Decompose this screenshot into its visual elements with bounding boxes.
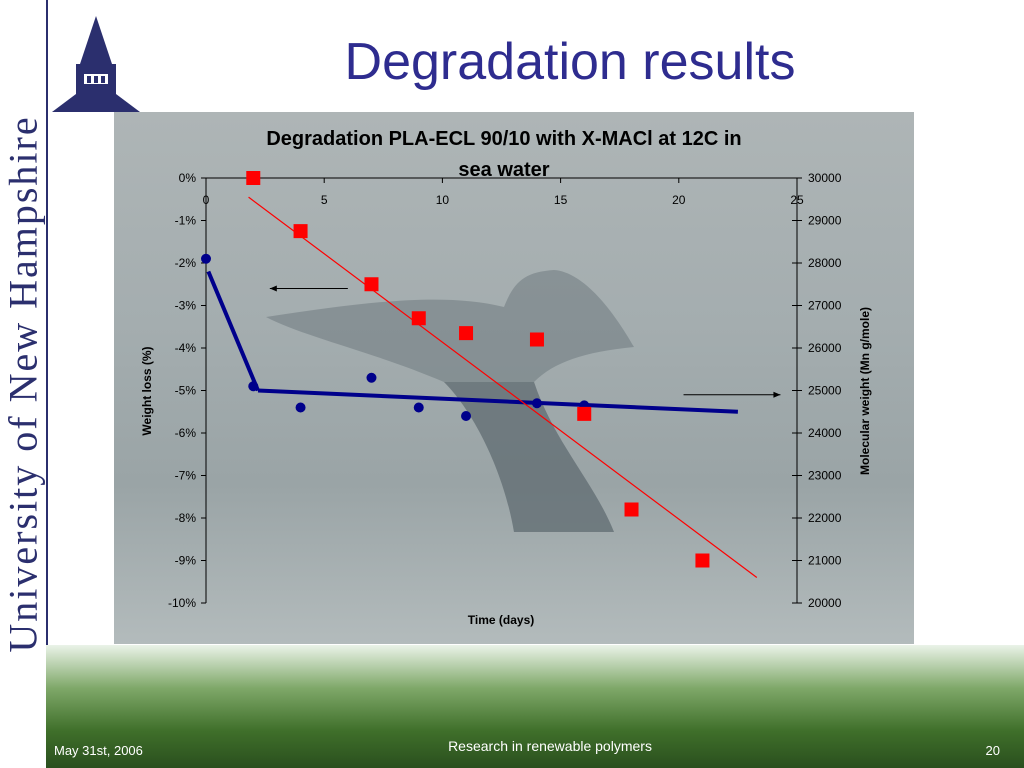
molecular-weight-point bbox=[293, 224, 308, 239]
chart-title-line-2: sea water bbox=[458, 159, 549, 181]
y-left-tick-label: -5% bbox=[175, 384, 197, 398]
axis-arrowhead bbox=[269, 285, 277, 292]
y-right-tick-label: 22000 bbox=[808, 511, 842, 525]
university-wordmark: University of New Hampshire bbox=[0, 115, 46, 653]
trendline bbox=[206, 270, 260, 392]
university-wordmark-band: University of New Hampshire bbox=[0, 0, 48, 768]
y-left-tick-label: -2% bbox=[175, 256, 197, 270]
weight-loss-point bbox=[461, 411, 472, 421]
y-axis-right-label: Molecular weight (Mn g/mole) bbox=[858, 307, 872, 475]
slide-number: 20 bbox=[985, 743, 1000, 758]
weight-loss-point bbox=[531, 398, 542, 409]
y-left-tick-label: -10% bbox=[168, 596, 196, 610]
molecular-weight-point bbox=[529, 332, 544, 347]
weight-loss-point bbox=[413, 402, 424, 413]
weight-loss-point bbox=[248, 381, 259, 392]
y-right-tick-label: 28000 bbox=[808, 256, 842, 270]
y-right-tick-label: 29000 bbox=[808, 214, 842, 228]
y-right-tick-label: 27000 bbox=[808, 299, 842, 313]
y-right-tick-label: 30000 bbox=[808, 171, 842, 185]
y-left-tick-label: -9% bbox=[175, 554, 197, 568]
y-left-tick-label: -3% bbox=[175, 299, 197, 313]
y-right-tick-label: 26000 bbox=[808, 341, 842, 355]
chart-title-line-1: Degradation PLA-ECL 90/10 with X-MACl at… bbox=[266, 128, 741, 150]
axis-arrowhead bbox=[773, 391, 781, 398]
footer-grass-strip bbox=[46, 645, 1024, 768]
y-right-tick-label: 23000 bbox=[808, 469, 842, 483]
y-left-tick-label: 0% bbox=[179, 171, 197, 185]
y-left-tick-label: -4% bbox=[175, 341, 197, 355]
molecular-weight-point bbox=[364, 277, 379, 292]
molecular-weight-point bbox=[624, 502, 639, 517]
molecular-weight-point bbox=[459, 326, 474, 341]
university-tower-logo bbox=[52, 16, 140, 112]
trendline bbox=[257, 388, 738, 414]
y-right-tick-label: 25000 bbox=[808, 384, 842, 398]
footer-date: May 31st, 2006 bbox=[54, 743, 143, 758]
x-tick-label: 5 bbox=[321, 193, 328, 207]
trendline bbox=[248, 196, 758, 578]
x-tick-label: 0 bbox=[203, 193, 210, 207]
y-left-tick-label: -6% bbox=[175, 426, 197, 440]
molecular-weight-point bbox=[246, 171, 261, 185]
weight-loss-point bbox=[366, 372, 377, 383]
y-right-tick-label: 24000 bbox=[808, 426, 842, 440]
weight-loss-point bbox=[295, 402, 306, 413]
x-axis-label: Time (days) bbox=[468, 613, 534, 627]
degradation-chart: Degradation PLA-ECL 90/10 with X-MACl at… bbox=[140, 128, 872, 627]
footer-center-text: Research in renewable polymers bbox=[448, 738, 652, 754]
x-tick-label: 20 bbox=[672, 193, 686, 207]
molecular-weight-point bbox=[411, 311, 426, 326]
slide-title: Degradation results bbox=[344, 33, 796, 91]
x-tick-label: 25 bbox=[790, 193, 804, 207]
chart-panel: Degradation PLA-ECL 90/10 with X-MACl at… bbox=[114, 112, 914, 644]
molecular-weight-point bbox=[577, 406, 592, 421]
y-right-tick-label: 21000 bbox=[808, 554, 842, 568]
weight-loss-point bbox=[201, 253, 211, 264]
x-tick-label: 15 bbox=[554, 193, 568, 207]
y-right-tick-label: 20000 bbox=[808, 596, 842, 610]
molecular-weight-point bbox=[695, 553, 710, 568]
y-left-tick-label: -1% bbox=[175, 214, 197, 228]
x-tick-label: 10 bbox=[436, 193, 450, 207]
y-left-tick-label: -7% bbox=[175, 469, 197, 483]
y-left-tick-label: -8% bbox=[175, 511, 197, 525]
y-axis-left-label: Weight loss (%) bbox=[140, 346, 154, 435]
